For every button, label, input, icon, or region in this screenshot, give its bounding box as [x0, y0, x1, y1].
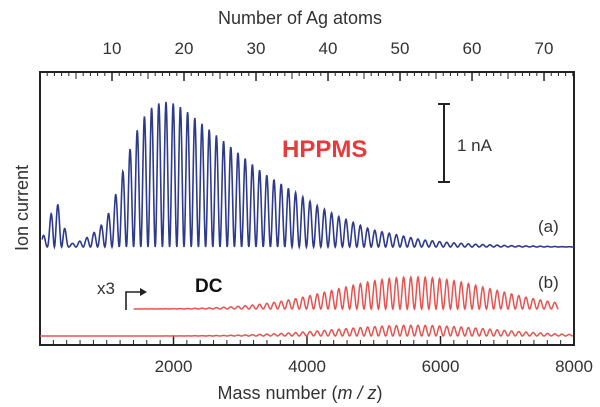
series-b-label: (b) — [538, 273, 559, 292]
plot-frame — [39, 71, 575, 346]
top-tick-label: 70 — [535, 39, 554, 58]
annotation-hppms: HPPMS — [282, 136, 367, 163]
x-axis-title: Mass number (m / z) — [217, 383, 382, 403]
series-dc-x3-line — [133, 275, 559, 311]
y-axis-title: Ion current — [12, 165, 32, 251]
top-axis-ticks: 10 20 30 40 50 60 70 — [46, 39, 574, 81]
top-tick-label: 10 — [103, 39, 122, 58]
x-tick-label: 8000 — [555, 357, 593, 376]
series-lines — [40, 101, 575, 337]
series-hppms-line — [41, 101, 575, 251]
top-tick-label: 60 — [463, 39, 482, 58]
scale-bar — [438, 103, 450, 183]
magnification-arrowhead — [140, 288, 147, 296]
series-dc-line — [133, 324, 573, 337]
x-tick-label: 2000 — [155, 357, 193, 376]
x-tick-label: 4000 — [288, 357, 326, 376]
magnification-arrow — [125, 291, 140, 310]
x2-axis-title: Number of Ag atoms — [218, 8, 382, 28]
scale-bar-label: 1 nA — [457, 136, 493, 155]
magnification-label: x3 — [97, 279, 115, 298]
top-tick-label: 50 — [391, 39, 410, 58]
top-tick-label: 20 — [175, 39, 194, 58]
top-tick-label: 30 — [247, 39, 266, 58]
top-tick-label: 40 — [319, 39, 338, 58]
x-tick-label: 6000 — [422, 357, 460, 376]
annotation-dc: DC — [195, 276, 223, 297]
x-axis-ticks: 2000 4000 6000 8000 — [52, 336, 593, 376]
series-a-label: (a) — [538, 217, 559, 236]
